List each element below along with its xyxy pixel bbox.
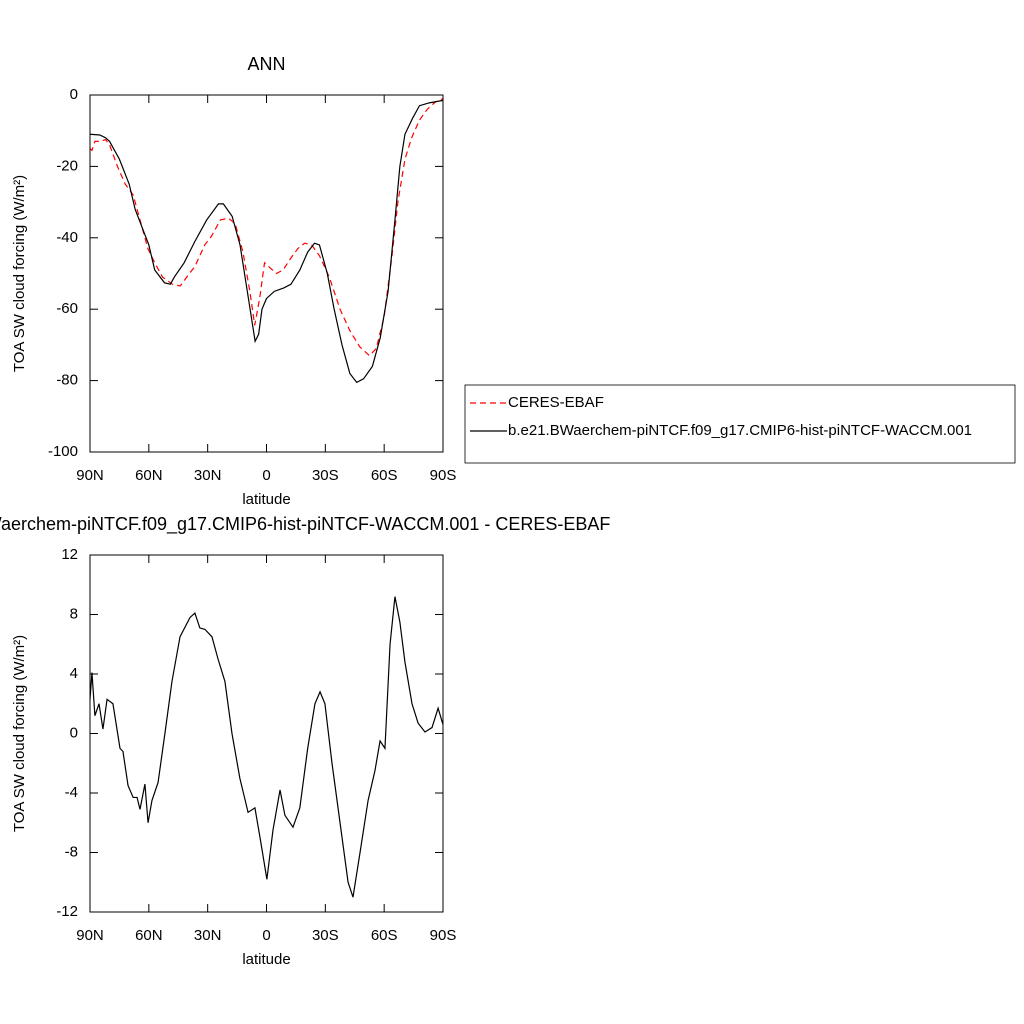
x-tick-label: 0	[262, 927, 270, 944]
y-axis-label: TOA SW cloud forcing (W/m²)	[11, 635, 28, 832]
x-tick-label: 30N	[194, 467, 222, 484]
data-line	[89, 99, 444, 384]
x-axis-label: latitude	[242, 491, 290, 508]
plot-frame	[89, 94, 444, 453]
y-tick-label: -80	[56, 372, 78, 389]
x-tick-label: 90S	[430, 927, 457, 944]
x-tick-label: 30N	[194, 927, 222, 944]
legend-label: b.e21.BWaerchem-piNTCF.f09_g17.CMIP6-his…	[508, 422, 972, 439]
legend-label: CERES-EBAF	[508, 394, 604, 411]
x-tick-label: 90N	[76, 467, 104, 484]
y-tick-label: -20	[56, 157, 78, 174]
y-tick-label: -60	[56, 300, 78, 317]
y-tick-label: 0	[70, 86, 78, 103]
chart-title: b.e21.BWaerchem-piNTCF.f09_g17.CMIP6-his…	[0, 514, 610, 535]
x-tick-label: 60S	[371, 467, 398, 484]
data-line	[89, 596, 444, 898]
x-tick-label: 60S	[371, 927, 398, 944]
y-tick-label: -12	[56, 903, 78, 920]
y-tick-label: 0	[70, 724, 78, 741]
x-tick-label: 30S	[312, 467, 339, 484]
x-tick-label: 30S	[312, 927, 339, 944]
x-axis-label: latitude	[242, 951, 290, 968]
y-tick-label: 12	[61, 546, 78, 563]
y-tick-label: -4	[65, 784, 78, 801]
x-tick-label: 90S	[430, 467, 457, 484]
y-axis-label: TOA SW cloud forcing (W/m²)	[11, 175, 28, 372]
y-tick-label: -100	[48, 443, 78, 460]
plot-frame	[89, 554, 444, 913]
y-tick-label: 8	[70, 605, 78, 622]
x-tick-label: 90N	[76, 927, 104, 944]
data-line	[89, 98, 444, 357]
x-tick-label: 0	[262, 467, 270, 484]
y-tick-label: 4	[70, 665, 78, 682]
y-tick-label: -8	[65, 843, 78, 860]
chart-title: ANN	[247, 54, 285, 74]
legend-box	[464, 384, 1016, 464]
y-tick-label: -40	[56, 229, 78, 246]
x-tick-label: 60N	[135, 927, 163, 944]
x-tick-label: 60N	[135, 467, 163, 484]
